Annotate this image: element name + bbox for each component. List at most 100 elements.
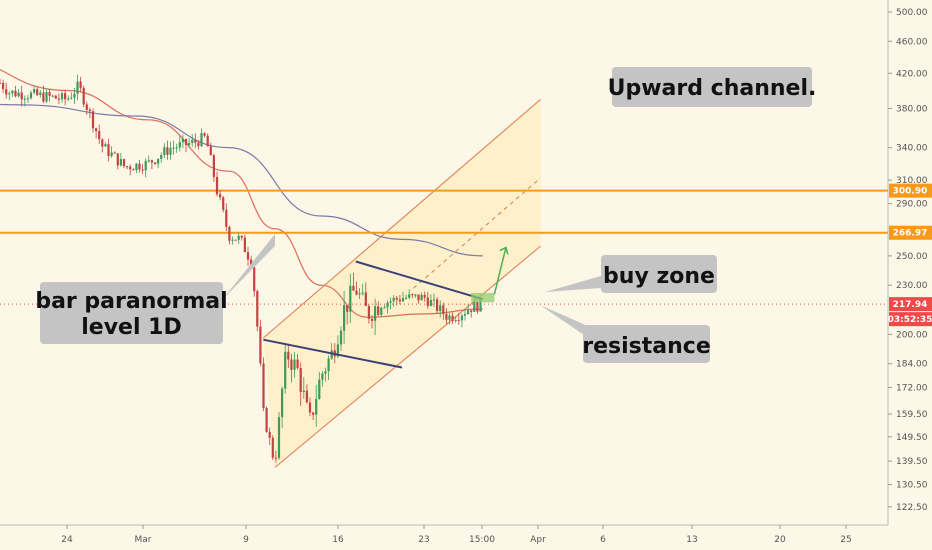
candle-body — [401, 298, 405, 302]
trendline-upper-resistance — [355, 260, 484, 301]
channel-upper-line — [263, 99, 541, 339]
candle-body — [324, 371, 327, 374]
candle-body — [82, 87, 85, 105]
candle-body — [209, 146, 212, 156]
price-tag-label: 03:52:35 — [888, 315, 932, 325]
annotation-resistance-pointer — [540, 305, 590, 339]
candle-body — [54, 95, 57, 99]
price-tag-label: 217.94 — [893, 300, 928, 310]
candle-body — [36, 89, 39, 95]
candle-body — [88, 109, 91, 112]
time-axis-ticks: 24 Mar 9 16 23 15:00 Apr 6 13 20 25 — [61, 525, 852, 545]
candle-body — [253, 267, 256, 292]
candle-body — [126, 166, 129, 168]
annotations: Upward channel. buy zone resistance bar par… — [35, 67, 816, 363]
candle-body — [370, 318, 374, 321]
candle-body — [11, 90, 14, 94]
candle-body — [101, 139, 104, 147]
candle-body — [293, 359, 296, 370]
chart-extras — [471, 246, 509, 303]
candle-body — [321, 373, 324, 380]
candle-body — [386, 302, 389, 308]
projection-arrow-shaft — [493, 247, 507, 295]
price-tick-label: 139.50 — [896, 457, 928, 467]
candle-body — [367, 305, 370, 319]
candle-body — [442, 305, 445, 315]
candle-body — [39, 92, 42, 95]
price-tag-label: 300.90 — [893, 187, 928, 197]
candle-body — [104, 144, 107, 147]
candle-body — [144, 160, 147, 171]
price-tick-label: 290.00 — [896, 200, 928, 210]
candle-body — [467, 310, 470, 315]
candle-body — [45, 92, 48, 102]
candle-body — [14, 90, 17, 97]
candles — [0, 74, 482, 463]
candle-body — [20, 92, 23, 100]
candle-body — [436, 299, 439, 312]
candle-body — [113, 152, 116, 154]
time-axis-background — [0, 525, 888, 550]
candle-body — [157, 158, 160, 164]
candle-body — [200, 133, 203, 147]
candle-body — [256, 291, 259, 327]
candle-body — [219, 194, 222, 198]
price-tick-label: 340.00 — [896, 144, 928, 154]
price-tick-label: 184.00 — [896, 360, 928, 370]
price-tick-label: 122.50 — [896, 503, 928, 513]
annotation-upward-channel-box — [612, 67, 812, 107]
candle-body — [451, 315, 454, 321]
candle-body — [274, 457, 277, 459]
price-tick-label: 250.00 — [896, 252, 928, 262]
candle-body — [364, 292, 367, 306]
candle-body — [76, 81, 79, 94]
channel-lower-line — [274, 245, 541, 468]
candle-body — [79, 81, 82, 88]
candle-body — [57, 98, 60, 100]
candle-body — [454, 320, 457, 322]
candle-body — [395, 297, 398, 300]
time-tick-label: Mar — [135, 535, 152, 545]
candle-body — [163, 147, 166, 156]
candle-body — [122, 159, 126, 167]
candle-body — [463, 314, 467, 316]
candle-body — [411, 294, 414, 296]
candle-body — [287, 351, 290, 360]
candle-body — [377, 306, 380, 315]
candle-body — [107, 144, 110, 157]
price-tick-label: 420.00 — [896, 69, 928, 79]
price-tick-label: 460.00 — [896, 37, 928, 47]
candle-body — [2, 82, 5, 90]
candle-body — [405, 297, 408, 299]
candle-body — [240, 235, 243, 238]
time-tick-label: Apr — [530, 535, 546, 545]
annotation-buy-zone-box — [601, 255, 717, 293]
candle-body — [296, 359, 299, 369]
time-tick-label: 20 — [774, 535, 786, 545]
candle-body — [67, 98, 70, 100]
candle-body — [215, 176, 219, 195]
candle-body — [374, 306, 377, 321]
candle-body — [470, 310, 473, 312]
candle-body — [73, 93, 76, 98]
price-tag — [889, 225, 932, 240]
candle-body — [48, 92, 51, 96]
candle-body — [5, 89, 8, 95]
candle-body — [23, 98, 26, 100]
price-tick-label: 130.50 — [896, 481, 928, 491]
moving-averages — [0, 68, 483, 318]
candle-body — [271, 437, 274, 458]
annotation-buy-zone-text: buy zone — [603, 264, 715, 289]
candle-body — [206, 135, 209, 147]
price-tick-label: 500.00 — [896, 8, 928, 18]
candle-body — [349, 285, 352, 312]
candle-body — [361, 292, 364, 294]
candle-body — [398, 299, 401, 302]
candle-body — [277, 417, 281, 458]
time-tick-label: 23 — [418, 535, 429, 545]
candle-body — [246, 252, 250, 260]
candle-body — [414, 294, 417, 296]
candle-body — [191, 139, 194, 143]
candle-body — [383, 307, 386, 309]
